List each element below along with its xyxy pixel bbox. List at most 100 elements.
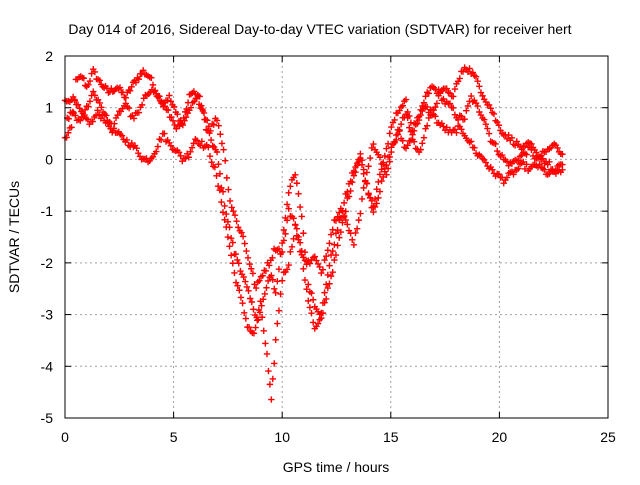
data-point (379, 161, 387, 168)
data-point (265, 262, 273, 269)
data-point (65, 129, 72, 136)
data-point (443, 124, 450, 131)
data-point (116, 84, 124, 91)
data-point (219, 188, 227, 195)
data-point (484, 125, 491, 132)
data-point (272, 336, 279, 344)
data-point (368, 144, 375, 152)
data-point (271, 285, 278, 292)
data-point (344, 221, 351, 228)
data-point (90, 88, 97, 95)
data-point (221, 157, 229, 164)
y-tick-label: -3 (41, 307, 54, 323)
data-point (539, 155, 547, 162)
data-point (296, 203, 304, 211)
data-point (322, 252, 330, 260)
data-point (125, 104, 133, 112)
data-point (114, 111, 121, 119)
data-point (350, 241, 358, 249)
data-point (293, 180, 301, 187)
data-point (485, 130, 493, 137)
data-point (357, 210, 364, 217)
data-point (321, 256, 328, 264)
data-point (349, 236, 356, 244)
data-point (355, 216, 362, 224)
data-point (103, 112, 110, 119)
y-tick-label: 1 (45, 100, 53, 116)
data-point (407, 128, 415, 135)
data-point (255, 316, 262, 323)
data-point (89, 118, 96, 125)
data-point (319, 266, 327, 273)
data-point (235, 224, 242, 231)
data-point (340, 199, 348, 207)
data-point (193, 137, 201, 144)
data-point (265, 367, 272, 375)
data-point (464, 68, 472, 75)
data-point (132, 79, 140, 86)
data-point (503, 158, 511, 165)
data-point (432, 113, 439, 120)
data-point (489, 166, 496, 173)
data-point (417, 146, 424, 153)
data-point (423, 103, 431, 111)
data-point (167, 142, 175, 149)
data-point (480, 116, 488, 123)
data-point (274, 320, 281, 327)
data-point (158, 98, 165, 105)
data-point (122, 100, 130, 107)
data-point (303, 285, 310, 293)
data-point (216, 186, 223, 194)
data-point (200, 109, 208, 117)
data-point (322, 281, 330, 288)
data-point (226, 243, 233, 250)
data-point (308, 290, 315, 297)
data-point (269, 254, 276, 262)
data-point (314, 320, 322, 327)
data-point (86, 98, 94, 105)
data-point (349, 178, 356, 186)
data-point (432, 103, 439, 111)
data-point (503, 135, 511, 142)
data-point (174, 111, 181, 118)
data-point (336, 234, 343, 241)
data-point (492, 140, 499, 148)
data-point (344, 188, 351, 196)
data-point (98, 104, 105, 111)
data-point (366, 194, 374, 201)
data-point (378, 177, 385, 185)
data-point (258, 314, 266, 321)
data-point (345, 193, 353, 200)
data-point (243, 283, 251, 291)
data-point (246, 260, 253, 268)
data-point (213, 148, 221, 156)
data-point (376, 188, 384, 195)
data-point (233, 218, 240, 225)
data-point (96, 77, 103, 84)
data-point (396, 126, 403, 134)
data-point (373, 186, 380, 193)
data-point (324, 247, 332, 254)
data-point (262, 340, 269, 347)
data-point (128, 83, 135, 91)
x-axis-label: GPS time / hours (283, 459, 390, 475)
data-point (396, 107, 403, 114)
data-point (295, 190, 302, 197)
data-point (206, 152, 214, 160)
data-point (336, 209, 343, 216)
data-point (240, 309, 248, 317)
data-point (404, 142, 411, 149)
data-point (123, 136, 131, 144)
data-point (223, 174, 231, 182)
data-point (332, 217, 340, 224)
data-point (384, 165, 392, 172)
data-point (386, 130, 393, 137)
data-point (224, 218, 232, 225)
data-point (283, 266, 291, 273)
data-point (239, 233, 247, 240)
data-point (321, 289, 328, 296)
data-point (510, 171, 517, 178)
data-point (235, 260, 242, 267)
data-point (187, 148, 194, 156)
data-point (205, 143, 212, 151)
